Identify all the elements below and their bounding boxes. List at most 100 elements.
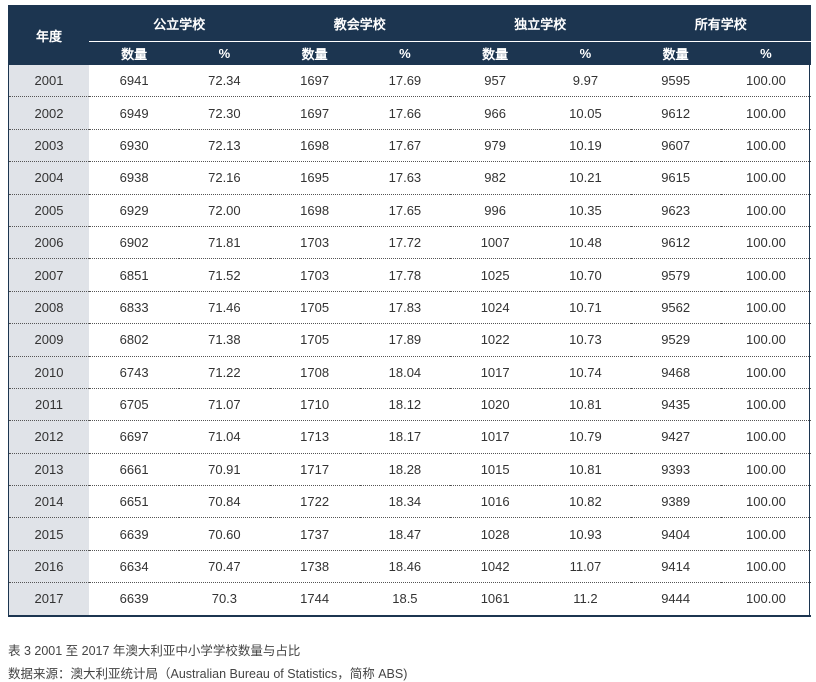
cell-all-count: 9435 [630, 388, 721, 422]
subheader-percent: % [359, 41, 451, 65]
cell-church-percent: 17.67 [359, 129, 451, 163]
cell-public-percent: 71.22 [179, 356, 270, 389]
cell-public-count: 6651 [89, 485, 180, 519]
cell-all-percent: 100.00 [720, 226, 812, 260]
group-header-independent: 独立学校 [450, 5, 631, 42]
cell-independent-count: 1015 [450, 453, 541, 487]
cell-church-percent: 17.72 [359, 226, 451, 260]
year-header: 年度 [9, 5, 89, 65]
subheader-percent: % [179, 41, 270, 65]
cell-church-percent: 17.66 [359, 96, 451, 130]
cell-church-percent: 18.46 [359, 550, 451, 584]
table-row: 2012 6697 71.04 1713 18.17 1017 10.79 9427 100.0… [9, 420, 812, 454]
cell-independent-percent: 10.35 [540, 194, 631, 227]
cell-independent-count: 1007 [450, 226, 541, 260]
cell-public-count: 6802 [89, 323, 180, 357]
cell-church-count: 1697 [269, 96, 360, 130]
cell-public-count: 6902 [89, 226, 180, 260]
cell-all-count: 9393 [630, 453, 721, 487]
cell-church-count: 1708 [269, 356, 360, 389]
cell-independent-percent: 10.79 [540, 420, 631, 454]
cell-church-percent: 18.5 [359, 582, 451, 617]
cell-public-count: 6743 [89, 356, 180, 389]
cell-independent-count: 996 [450, 194, 541, 227]
cell-all-count: 9427 [630, 420, 721, 454]
cell-all-count: 9612 [630, 226, 721, 260]
cell-all-count: 9579 [630, 258, 721, 292]
table-row: 2013 6661 70.91 1717 18.28 1015 10.81 9393 100.0… [9, 453, 812, 487]
group-header-all: 所有学校 [630, 5, 812, 42]
cell-public-percent: 70.3 [179, 582, 270, 617]
cell-independent-count: 966 [450, 96, 541, 130]
cell-independent-percent: 10.93 [540, 517, 631, 551]
cell-year: 2008 [9, 291, 89, 325]
table-row: 2015 6639 70.60 1737 18.47 1028 10.93 9404 100.0… [9, 517, 812, 551]
cell-church-count: 1710 [269, 388, 360, 422]
cell-independent-percent: 10.21 [540, 161, 631, 195]
cell-independent-percent: 10.73 [540, 323, 631, 357]
cell-public-percent: 71.07 [179, 388, 270, 422]
cell-independent-percent: 10.70 [540, 258, 631, 292]
cell-all-percent: 100.00 [720, 323, 812, 357]
cell-independent-percent: 10.74 [540, 356, 631, 389]
table-body: 2001 6941 72.34 1697 17.69 957 9.97 9595 100.00 2… [9, 65, 812, 617]
cell-public-count: 6833 [89, 291, 180, 325]
cell-public-percent: 71.46 [179, 291, 270, 325]
cell-independent-percent: 9.97 [540, 65, 631, 98]
subheader-percent: % [540, 41, 631, 65]
cell-independent-count: 1024 [450, 291, 541, 325]
table-frame: 年度 公立学校 教会学校 独立学校 所有学校 数量 % 数量 % 数量 % 数量… [8, 5, 812, 617]
cell-year: 2009 [9, 323, 89, 357]
subheader-count: 数量 [269, 41, 360, 65]
cell-all-count: 9595 [630, 65, 721, 98]
cell-church-count: 1703 [269, 258, 360, 292]
cell-independent-count: 1025 [450, 258, 541, 292]
cell-public-count: 6661 [89, 453, 180, 487]
cell-independent-count: 979 [450, 129, 541, 163]
cell-independent-count: 1042 [450, 550, 541, 584]
cell-independent-count: 982 [450, 161, 541, 195]
cell-church-count: 1697 [269, 65, 360, 98]
cell-church-percent: 17.63 [359, 161, 451, 195]
cell-public-percent: 71.04 [179, 420, 270, 454]
table-row: 2004 6938 72.16 1695 17.63 982 10.21 9615 100.00 [9, 161, 812, 195]
cell-all-percent: 100.00 [720, 129, 812, 163]
cell-church-count: 1737 [269, 517, 360, 551]
cell-church-percent: 17.65 [359, 194, 451, 227]
cell-independent-count: 1022 [450, 323, 541, 357]
cell-public-percent: 72.00 [179, 194, 270, 227]
cell-public-count: 6930 [89, 129, 180, 163]
cell-public-percent: 72.16 [179, 161, 270, 195]
cell-independent-percent: 10.19 [540, 129, 631, 163]
cell-public-percent: 71.52 [179, 258, 270, 292]
cell-public-percent: 72.34 [179, 65, 270, 98]
cell-public-count: 6639 [89, 582, 180, 617]
cell-public-count: 6949 [89, 96, 180, 130]
cell-church-percent: 17.89 [359, 323, 451, 357]
cell-public-count: 6941 [89, 65, 180, 98]
cell-church-percent: 18.17 [359, 420, 451, 454]
cell-all-count: 9414 [630, 550, 721, 584]
cell-all-percent: 100.00 [720, 194, 812, 227]
cell-public-count: 6705 [89, 388, 180, 422]
schools-table: 年度 公立学校 教会学校 独立学校 所有学校 数量 % 数量 % 数量 % 数量… [9, 5, 812, 617]
cell-all-count: 9389 [630, 485, 721, 519]
cell-public-count: 6697 [89, 420, 180, 454]
cell-all-percent: 100.00 [720, 96, 812, 130]
cell-all-percent: 100.00 [720, 517, 812, 551]
cell-independent-percent: 10.71 [540, 291, 631, 325]
cell-year: 2004 [9, 161, 89, 195]
cell-independent-count: 1020 [450, 388, 541, 422]
table-row: 2006 6902 71.81 1703 17.72 1007 10.48 9612 100.0… [9, 226, 812, 260]
cell-all-percent: 100.00 [720, 420, 812, 454]
table-row: 2003 6930 72.13 1698 17.67 979 10.19 9607 100.00 [9, 129, 812, 163]
table-row: 2017 6639 70.3 1744 18.5 1061 11.2 9444 100.00 [9, 582, 812, 617]
cell-independent-percent: 11.07 [540, 550, 631, 584]
cell-independent-percent: 10.48 [540, 226, 631, 260]
table-caption: 表 3 2001 至 2017 年澳大利亚中小学学校数量与占比 [8, 644, 301, 658]
cell-church-count: 1705 [269, 291, 360, 325]
cell-independent-percent: 10.05 [540, 96, 631, 130]
cell-independent-count: 1028 [450, 517, 541, 551]
table-row: 2007 6851 71.52 1703 17.78 1025 10.70 9579 100.0… [9, 258, 812, 292]
cell-all-percent: 100.00 [720, 582, 812, 617]
